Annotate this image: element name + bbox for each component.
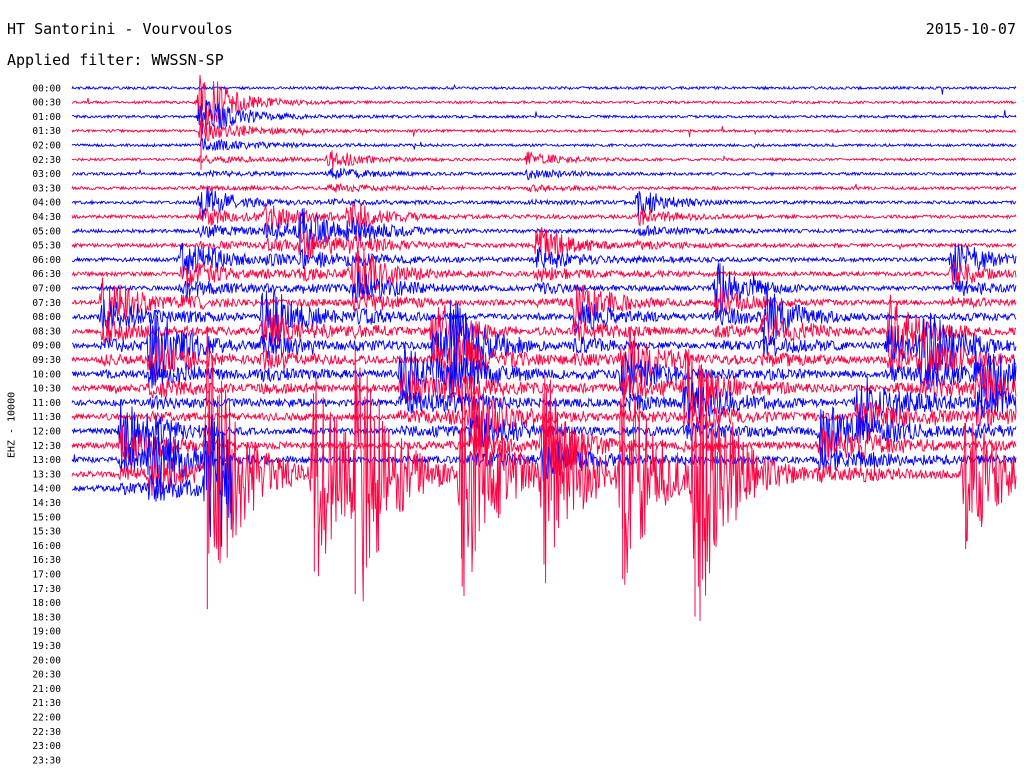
row-time-label: 15:30 xyxy=(32,527,61,538)
row-time-label: 07:30 xyxy=(32,298,61,309)
trace-row-0130 xyxy=(71,119,1017,142)
row-time-label: 05:30 xyxy=(32,241,61,252)
row-time-label: 06:00 xyxy=(32,255,61,266)
filter-label: Applied filter: WWSSN-SP xyxy=(7,51,224,69)
trace-row-0430 xyxy=(71,203,1017,234)
row-time-label: 22:00 xyxy=(32,713,61,724)
trace-row-0300 xyxy=(71,167,1017,181)
station-title: HT Santorini - Vourvoulos xyxy=(7,20,233,38)
row-time-label: 01:30 xyxy=(32,126,61,137)
row-time-label: 19:00 xyxy=(32,627,61,638)
row-time-label: 11:00 xyxy=(32,398,61,409)
row-time-label: 13:00 xyxy=(32,455,61,466)
row-time-label: 06:30 xyxy=(32,269,61,280)
trace-row-0400 xyxy=(71,187,1017,220)
row-time-label: 04:30 xyxy=(32,212,61,223)
row-time-label: 00:00 xyxy=(32,83,61,94)
row-time-label: 11:30 xyxy=(32,412,61,423)
row-time-label: 16:30 xyxy=(32,555,61,566)
trace-row-0630 xyxy=(71,250,1017,295)
trace-row-0330 xyxy=(71,182,1017,193)
row-time-label: 13:30 xyxy=(32,469,61,480)
row-time-label: 17:00 xyxy=(32,570,61,581)
row-time-label: 19:30 xyxy=(32,641,61,652)
row-time-label: 09:00 xyxy=(32,341,61,352)
row-time-label: 12:00 xyxy=(32,427,61,438)
row-time-label: 08:00 xyxy=(32,312,61,323)
trace-row-0000 xyxy=(71,83,1017,95)
row-time-label: 16:00 xyxy=(32,541,61,552)
trace-row-0900 xyxy=(71,301,1017,383)
row-time-label: 12:30 xyxy=(32,441,61,452)
trace-row-0700 xyxy=(71,263,1017,313)
date-label: 2015-10-07 xyxy=(925,20,1016,38)
trace-row-0230 xyxy=(71,150,1017,170)
row-time-label: 18:00 xyxy=(32,598,61,609)
row-time-label: 05:00 xyxy=(32,226,61,237)
row-time-label: 23:00 xyxy=(32,741,61,752)
row-time-label: 00:30 xyxy=(32,98,61,109)
row-time-label: 18:30 xyxy=(32,612,61,623)
row-time-label: 03:00 xyxy=(32,169,61,180)
trace-row-0830 xyxy=(71,294,1017,363)
row-time-label: 21:00 xyxy=(32,684,61,695)
row-time-label: 20:00 xyxy=(32,655,61,666)
row-time-label: 03:30 xyxy=(32,183,61,194)
trace-row-0600 xyxy=(71,242,1017,281)
row-time-label: 07:00 xyxy=(32,284,61,295)
row-time-label: 14:00 xyxy=(32,484,61,495)
trace-row-1330 xyxy=(71,325,1017,622)
row-time-label: 04:00 xyxy=(32,198,61,209)
row-time-label: 08:30 xyxy=(32,326,61,337)
trace-row-0100 xyxy=(71,100,1017,135)
trace-row-0500 xyxy=(71,207,1017,251)
row-time-label: 15:00 xyxy=(32,512,61,523)
row-time-label: 21:30 xyxy=(32,698,61,709)
trace-row-0730 xyxy=(71,277,1017,333)
trace-row-1400 xyxy=(71,414,233,547)
trace-row-0030 xyxy=(71,74,1017,131)
row-time-label: 14:30 xyxy=(32,498,61,509)
row-time-label: 17:30 xyxy=(32,584,61,595)
trace-row-0930 xyxy=(71,327,1017,395)
row-time-label: 20:30 xyxy=(32,670,61,681)
row-time-label: 02:00 xyxy=(32,141,61,152)
trace-row-0200 xyxy=(71,137,1017,152)
trace-row-0530 xyxy=(71,227,1017,261)
trace-row-1000 xyxy=(71,343,1017,417)
row-time-label: 10:30 xyxy=(32,384,61,395)
trace-row-0800 xyxy=(71,285,1017,353)
row-time-label: 10:00 xyxy=(32,369,61,380)
row-time-label: 09:30 xyxy=(32,355,61,366)
row-time-label: 01:00 xyxy=(32,112,61,123)
row-time-label: 23:30 xyxy=(32,755,61,766)
row-time-label: 02:30 xyxy=(32,155,61,166)
trace-row-1030 xyxy=(71,349,1017,423)
row-time-label: 22:30 xyxy=(32,727,61,738)
